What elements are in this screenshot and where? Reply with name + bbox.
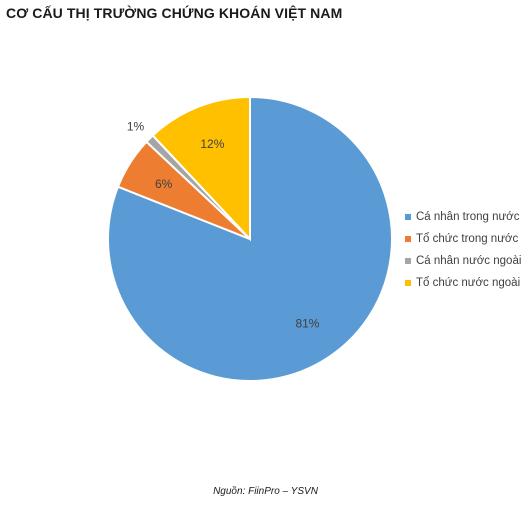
pie-slice-4 <box>151 95 251 242</box>
legend-swatch <box>405 214 411 220</box>
data-label-3: 1% <box>127 120 145 134</box>
data-label-1: 81% <box>295 317 319 331</box>
legend-label: Tổ chức nước ngoài <box>416 277 521 289</box>
data-label-4: 12% <box>200 137 224 151</box>
legend-label: Cá nhân trong nước <box>416 211 520 223</box>
source-note: Nguồn: FiinPro – YSVN <box>213 486 318 497</box>
legend-item: Tổ chức nước ngoài <box>405 272 521 294</box>
legend-item: Tổ chức trong nước <box>405 228 521 250</box>
legend-swatch <box>405 236 411 242</box>
legend-item: Cá nhân nước ngoài <box>405 250 521 272</box>
legend-swatch <box>405 280 411 286</box>
legend-label: Tổ chức trong nước <box>416 233 519 245</box>
legend-item: Cá nhân trong nước <box>405 206 521 228</box>
legend-swatch <box>405 258 411 264</box>
data-label-2: 6% <box>155 177 173 191</box>
chart-legend: Cá nhân trong nước Tổ chức trong nước Cá n… <box>405 206 521 294</box>
chart-title: CƠ CẤU THỊ TRƯỜNG CHỨNG KHOÁN VIỆT NAM <box>6 5 343 21</box>
legend-label: Cá nhân nước ngoài <box>416 255 522 267</box>
